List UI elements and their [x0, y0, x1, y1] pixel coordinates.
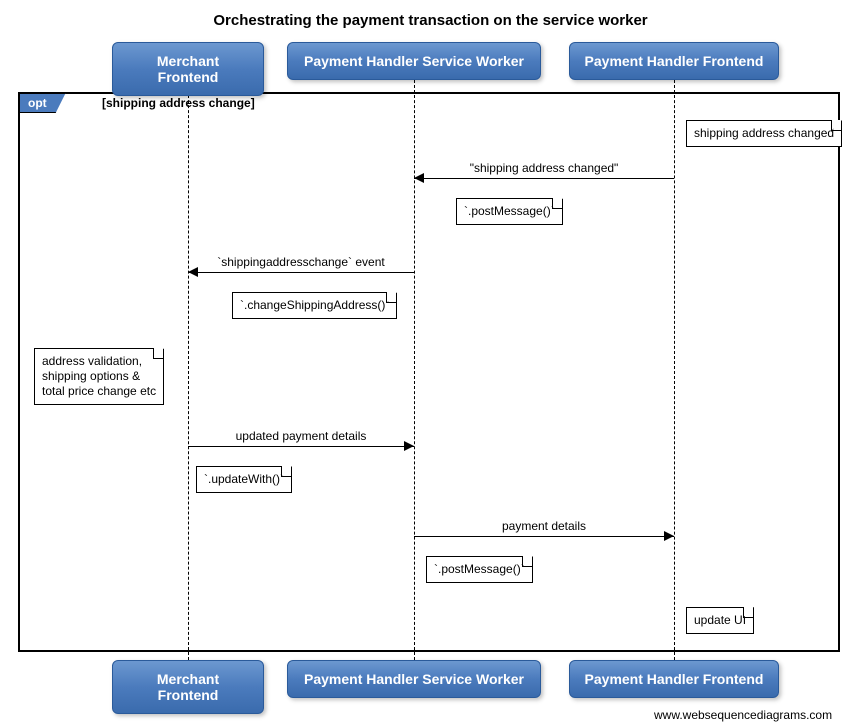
participant-merchant-top: Merchant Frontend [112, 42, 264, 96]
msg2-label: `shippingaddresschange` event [188, 255, 414, 269]
msg3-label: updated payment details [188, 429, 414, 443]
msg3-line [188, 446, 414, 447]
note-updatewith: `.updateWith()` [196, 466, 292, 493]
msg4-label: payment details [414, 519, 674, 533]
opt-guard: [shipping address change] [102, 96, 255, 110]
note-postmessage-2: `.postMessage()` [426, 556, 533, 583]
diagram-title: Orchestrating the payment transaction on… [0, 12, 861, 29]
participant-sw-bottom: Payment Handler Service Worker [287, 660, 541, 698]
msg1-line [414, 178, 674, 179]
opt-label: opt [19, 93, 66, 113]
msg1-label: "shipping address changed" [414, 161, 674, 175]
msg2-line [188, 272, 414, 273]
note-update-ui: update UI [686, 607, 754, 634]
watermark: www.websequencediagrams.com [654, 708, 832, 722]
msg4-line [414, 536, 674, 537]
participant-sw-top: Payment Handler Service Worker [287, 42, 541, 80]
participant-phf-top: Payment Handler Frontend [569, 42, 779, 80]
participant-merchant-bottom: Merchant Frontend [112, 660, 264, 714]
note-changeshippingaddress: `.changeShippingAddress()` [232, 292, 397, 319]
participant-phf-bottom: Payment Handler Frontend [569, 660, 779, 698]
note-postmessage-1: `.postMessage()` [456, 198, 563, 225]
note-address-validation: address validation, shipping options & t… [34, 348, 164, 405]
note-shipping-changed: shipping address changed [686, 120, 842, 147]
